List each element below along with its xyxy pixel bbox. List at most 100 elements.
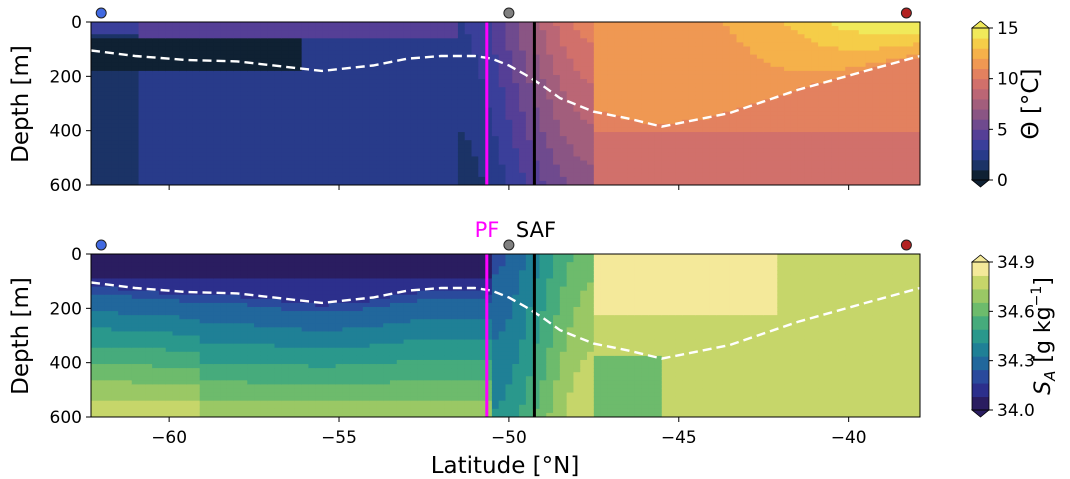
field-cell xyxy=(906,79,914,84)
field-cell xyxy=(634,70,643,76)
field-cell xyxy=(444,152,452,158)
field-cell xyxy=(804,58,812,64)
field-cell xyxy=(539,136,547,141)
field-cell xyxy=(206,42,214,48)
field-cell xyxy=(220,70,228,76)
field-cell xyxy=(240,160,248,166)
field-cell xyxy=(797,58,806,64)
field-cell xyxy=(777,70,785,76)
field-cell xyxy=(97,294,106,300)
field-cell xyxy=(559,172,568,178)
field-cell xyxy=(607,26,615,31)
field-cell xyxy=(654,74,663,80)
field-cell xyxy=(532,103,541,109)
field-cell xyxy=(478,132,486,137)
field-cell xyxy=(383,91,391,96)
field-cell xyxy=(158,132,167,137)
field-cell xyxy=(641,180,649,185)
field-cell xyxy=(274,152,282,158)
field-cell xyxy=(362,176,371,182)
field-cell xyxy=(335,79,344,84)
field-cell xyxy=(525,26,534,31)
field-cell xyxy=(104,87,112,92)
field-cell xyxy=(254,50,262,56)
field-cell xyxy=(356,168,364,174)
field-cell xyxy=(661,136,670,141)
field-cell xyxy=(451,160,459,166)
field-cell xyxy=(403,74,411,80)
field-cell xyxy=(349,136,357,141)
field-cell xyxy=(165,168,174,174)
colorbar-tick-label: 0 xyxy=(997,171,1008,191)
field-cell xyxy=(627,70,636,76)
field-cell xyxy=(621,83,629,88)
field-cell xyxy=(91,306,99,312)
field-cell xyxy=(213,115,221,121)
field-cell xyxy=(233,107,242,113)
field-cell xyxy=(654,38,663,43)
field-cell xyxy=(525,172,534,178)
field-cell xyxy=(165,164,174,170)
field-cell xyxy=(607,164,615,170)
field-cell xyxy=(797,127,806,133)
field-cell xyxy=(675,62,683,68)
field-cell xyxy=(906,87,914,92)
field-cell xyxy=(899,164,908,170)
field-cell xyxy=(580,103,588,109)
field-cell xyxy=(308,70,316,76)
field-cell xyxy=(417,156,425,162)
field-cell xyxy=(457,79,466,84)
field-cell xyxy=(383,50,391,56)
field-cell xyxy=(532,144,541,149)
field-cell xyxy=(91,74,99,80)
field-cell xyxy=(519,58,527,64)
field-cell xyxy=(695,144,704,149)
field-cell xyxy=(247,70,255,76)
field-cell xyxy=(621,99,629,105)
field-cell xyxy=(763,79,772,84)
field-cell xyxy=(519,152,527,158)
field-cell xyxy=(845,168,853,174)
field-cell xyxy=(131,87,140,92)
field-cell xyxy=(892,148,901,153)
field-cell xyxy=(634,140,643,145)
field-cell xyxy=(247,152,255,158)
field-cell xyxy=(824,70,833,76)
field-cell xyxy=(722,156,731,162)
field-cell xyxy=(505,54,513,60)
field-cell xyxy=(845,136,853,141)
field-cell xyxy=(763,148,772,153)
field-cell xyxy=(532,132,541,137)
field-cell xyxy=(260,54,269,60)
field-cell xyxy=(688,115,697,121)
field-cell xyxy=(423,160,432,166)
field-cell xyxy=(233,34,242,39)
field-cell xyxy=(886,70,894,76)
field-cell xyxy=(274,50,282,56)
field-cell xyxy=(444,54,452,60)
field-cell xyxy=(716,156,724,162)
field-cell xyxy=(97,278,106,284)
field-cell xyxy=(600,91,609,96)
field-cell xyxy=(226,42,235,48)
field-cell xyxy=(621,123,629,129)
field-cell xyxy=(532,148,541,153)
field-cell xyxy=(879,83,887,88)
field-cell xyxy=(532,123,541,129)
field-cell xyxy=(206,156,214,162)
field-cell xyxy=(770,180,778,185)
field-cell xyxy=(607,144,615,149)
field-cell xyxy=(356,144,364,149)
field-cell xyxy=(152,74,160,80)
field-cell xyxy=(145,66,153,72)
field-cell xyxy=(376,70,384,76)
field-cell xyxy=(668,38,676,43)
field-cell xyxy=(607,50,615,56)
field-cell xyxy=(328,54,337,60)
field-cell xyxy=(519,160,527,166)
field-cell xyxy=(913,38,920,43)
field-cell xyxy=(634,132,643,137)
field-cell xyxy=(661,66,670,72)
field-cell xyxy=(899,50,908,56)
